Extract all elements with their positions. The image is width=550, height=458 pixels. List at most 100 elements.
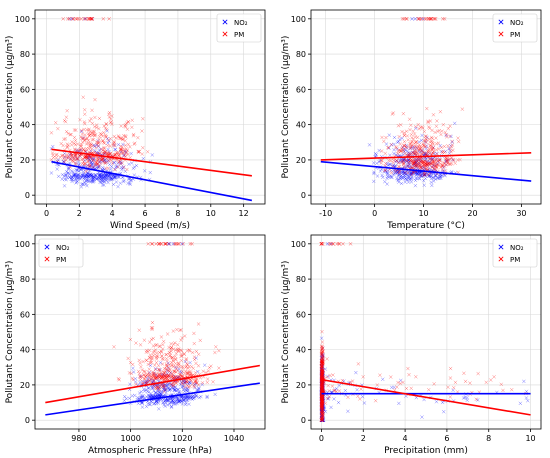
data-point-pm [416, 122, 421, 127]
data-point-pm [402, 139, 407, 144]
data-point-pm [126, 119, 131, 124]
x-axis-label: Temperature (°C) [386, 221, 465, 231]
data-point-no [103, 173, 108, 178]
data-point-pm [169, 349, 173, 353]
data-point-pm [91, 137, 96, 142]
data-point-no [79, 129, 84, 134]
legend-marker-no [498, 244, 504, 250]
data-point-no [465, 395, 469, 400]
data-point-pm [64, 155, 69, 160]
data-point-no [122, 178, 126, 183]
data-point-pm [217, 348, 221, 353]
data-point-pm [71, 17, 75, 21]
data-point-pm [422, 150, 427, 155]
data-point-no [525, 398, 530, 403]
data-point-no [319, 336, 324, 340]
data-point-pm [171, 342, 176, 347]
data-point-no [102, 179, 106, 184]
data-point-pm [150, 242, 154, 246]
data-point-pm [125, 127, 130, 132]
data-point-pm [79, 17, 83, 21]
data-point-pm [408, 145, 413, 149]
data-point-pm [438, 162, 443, 166]
data-point-no [385, 176, 389, 181]
data-point-no [109, 176, 114, 180]
data-point-pm [446, 144, 450, 148]
data-point-pm [84, 169, 88, 174]
data-point-no [175, 395, 180, 400]
data-point-pm [422, 17, 427, 21]
data-point-no [166, 386, 170, 390]
data-point-pm [409, 158, 414, 162]
data-point-pm [147, 340, 152, 344]
data-point-no [81, 171, 85, 176]
data-point-pm [180, 369, 184, 374]
data-point-pm [113, 167, 117, 172]
data-point-pm [448, 156, 452, 161]
data-point-no [451, 388, 455, 393]
data-point-pm [423, 145, 428, 149]
data-point-pm [177, 372, 182, 377]
data-point-no [323, 367, 328, 371]
data-point-no [76, 176, 80, 180]
data-point-no [131, 366, 135, 371]
data-point-no [378, 169, 383, 173]
data-point-pm [97, 165, 101, 169]
x-tick-label: 1040 [224, 434, 244, 443]
data-point-pm [79, 128, 84, 133]
data-point-pm [160, 347, 165, 351]
legend: NO₂ PM [38, 238, 84, 268]
data-point-pm [150, 326, 155, 330]
data-point-pm [142, 376, 146, 381]
data-point-pm [407, 117, 412, 122]
data-point-no [387, 146, 391, 150]
data-point-no [439, 176, 443, 181]
data-point-pm [181, 242, 185, 246]
data-point-pm [404, 386, 409, 391]
data-point-pm [110, 114, 114, 118]
data-point-pm [401, 380, 405, 385]
data-point-pm [166, 368, 171, 373]
data-point-no [185, 394, 190, 399]
data-point-pm [413, 140, 418, 145]
data-point-no [407, 161, 411, 165]
data-point-no [182, 389, 187, 394]
data-point-pm [456, 170, 460, 175]
data-point-no [396, 173, 400, 178]
data-point-pm [397, 171, 401, 175]
data-point-no [156, 401, 161, 405]
data-point-pm [185, 370, 190, 374]
data-point-pm [409, 386, 414, 391]
y-tick-label: 80 [296, 50, 306, 59]
data-point-no [70, 175, 74, 179]
data-point-pm [70, 140, 74, 144]
data-point-pm [93, 132, 98, 137]
data-point-pm [425, 165, 430, 170]
data-point-pm [157, 367, 162, 372]
data-point-pm [320, 413, 325, 417]
data-point-no [173, 365, 178, 370]
data-point-no [116, 184, 120, 189]
data-point-pm [422, 173, 426, 178]
data-point-no [167, 387, 172, 392]
y-tick-label: 80 [296, 275, 306, 284]
data-point-no [176, 387, 180, 392]
data-point-pm [107, 112, 111, 117]
data-point-pm [432, 382, 436, 386]
data-point-pm [72, 135, 77, 140]
data-point-no [168, 387, 173, 391]
data-point-no [140, 405, 145, 409]
data-point-pm [456, 139, 461, 144]
data-point-pm [83, 149, 88, 154]
data-point-pm [389, 142, 394, 147]
data-point-pm [411, 129, 416, 133]
data-point-no [177, 400, 181, 404]
data-point-pm [150, 356, 154, 361]
data-point-no [430, 183, 434, 188]
data-point-pm [441, 17, 445, 21]
data-point-no [112, 160, 117, 165]
data-point-pm [103, 133, 108, 138]
data-point-pm [320, 347, 324, 351]
data-point-pm [442, 144, 447, 149]
